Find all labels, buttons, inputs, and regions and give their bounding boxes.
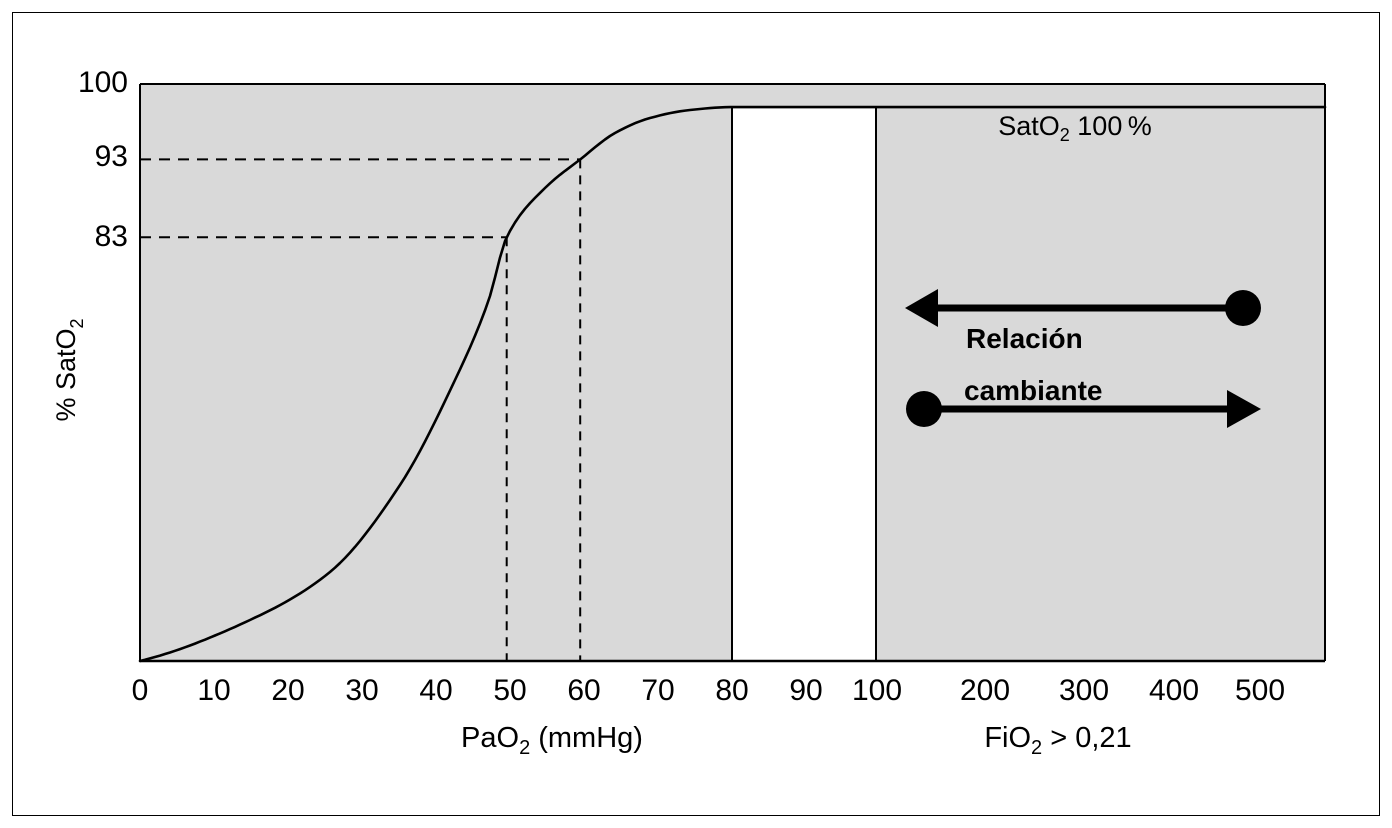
svg-text:83: 83: [95, 220, 128, 253]
svg-text:100: 100: [852, 674, 902, 707]
svg-text:SatO2 100 %: SatO2 100 %: [998, 111, 1152, 145]
svg-text:60: 60: [567, 674, 600, 707]
svg-text:90: 90: [789, 674, 822, 707]
svg-text:300: 300: [1059, 674, 1109, 707]
svg-text:70: 70: [641, 674, 674, 707]
svg-text:80: 80: [715, 674, 748, 707]
svg-text:93: 93: [95, 140, 128, 173]
svg-text:0: 0: [132, 674, 149, 707]
svg-text:20: 20: [271, 674, 304, 707]
svg-text:Relación: Relación: [966, 323, 1083, 354]
svg-text:40: 40: [419, 674, 452, 707]
svg-text:30: 30: [345, 674, 378, 707]
svg-text:10: 10: [197, 674, 230, 707]
svg-text:cambiante: cambiante: [964, 375, 1103, 406]
svg-text:500: 500: [1235, 674, 1285, 707]
svg-text:400: 400: [1149, 674, 1199, 707]
svg-text:50: 50: [493, 674, 526, 707]
svg-text:100: 100: [78, 66, 128, 99]
svg-text:% SatO2: % SatO2: [51, 318, 87, 421]
svg-text:FiO2 > 0,21: FiO2 > 0,21: [984, 722, 1131, 759]
svg-text:200: 200: [960, 674, 1010, 707]
svg-text:PaO2 (mmHg): PaO2 (mmHg): [461, 722, 643, 759]
